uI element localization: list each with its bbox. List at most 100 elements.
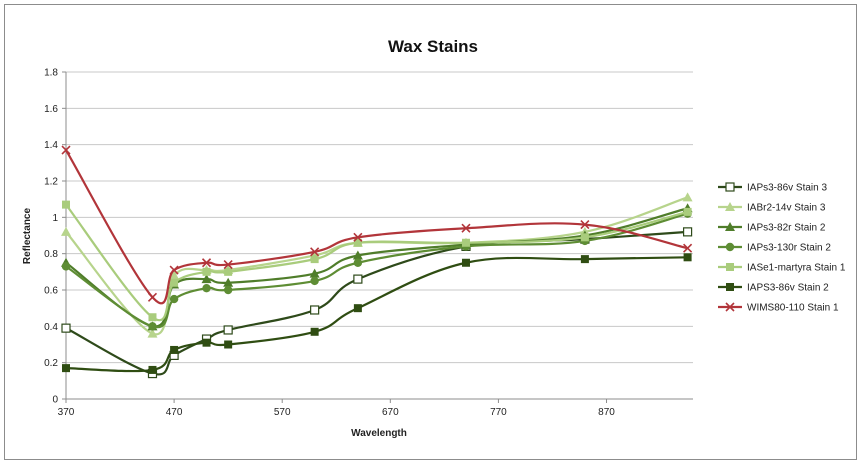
- data-point: [169, 294, 179, 304]
- legend-label: IAPs3-82r Stain 2: [747, 223, 826, 234]
- data-point: [201, 274, 212, 284]
- legend-item: IABr2-14v Stain 3: [718, 202, 826, 214]
- data-point: [682, 227, 693, 237]
- data-point: [580, 233, 589, 242]
- y-tick-label: 1.6: [44, 104, 58, 115]
- legend-item: IAPs3-86v Stain 3: [718, 182, 827, 194]
- series-line: [65, 203, 688, 322]
- data-point: [148, 322, 157, 331]
- legend-label: IASe1-martyra Stain 1: [747, 263, 846, 274]
- data-point: [310, 305, 320, 315]
- data-point: [223, 285, 233, 295]
- data-point: [170, 278, 179, 287]
- y-tick-label: 0.4: [44, 322, 58, 333]
- legend: IAPs3-86v Stain 3 IABr2-14v Stain 3 IAPs3-…: [718, 182, 846, 314]
- data-point: [353, 232, 363, 242]
- data-point: [310, 327, 319, 336]
- y-tick-label: 1.8: [44, 68, 58, 79]
- data-point: [683, 243, 693, 253]
- series-3: [61, 203, 693, 331]
- data-point: [683, 253, 692, 262]
- data-point: [461, 258, 470, 267]
- data-point: [224, 267, 233, 276]
- data-point: [169, 270, 180, 280]
- data-point: [223, 260, 233, 270]
- data-point: [310, 276, 319, 286]
- chart-title: Wax Stains: [388, 37, 478, 56]
- series-7: [61, 145, 693, 305]
- x-tick-label: 870: [598, 407, 615, 418]
- data-point: [169, 265, 179, 275]
- series-line: [65, 196, 688, 336]
- x-tick-label: 570: [274, 407, 291, 418]
- data-point: [61, 323, 71, 333]
- y-tick-label: 0.8: [44, 249, 58, 260]
- data-point: [353, 274, 363, 284]
- legend-marker: [725, 302, 735, 312]
- data-point: [353, 258, 363, 267]
- legend-marker: [725, 242, 735, 252]
- series-line: [65, 149, 688, 305]
- data-point: [147, 292, 158, 302]
- data-point: [310, 255, 319, 264]
- legend-label: WIMS80-110 Stain 1: [747, 303, 839, 314]
- y-tick-label: 0.2: [44, 358, 58, 369]
- data-point: [223, 277, 234, 287]
- legend-marker: [725, 182, 735, 192]
- legend-item: WIMS80-110 Stain 1: [718, 302, 839, 314]
- legend-marker: [726, 263, 734, 271]
- data-point: [147, 328, 158, 338]
- data-point: [309, 268, 320, 278]
- y-tick-label: 0.6: [44, 286, 58, 297]
- data-point: [61, 226, 71, 236]
- series-4: [61, 209, 692, 331]
- legend-item: IAPs3-82r Stain 2: [718, 222, 826, 234]
- series-line: [65, 256, 688, 373]
- data-point: [580, 220, 590, 230]
- data-point: [62, 364, 70, 373]
- legend-label: IAPs3-130r Stain 2: [747, 243, 831, 254]
- x-tick-label: 770: [490, 407, 507, 418]
- legend-marker: [725, 202, 735, 211]
- data-point: [61, 145, 71, 155]
- y-tick-label: 0: [52, 395, 58, 406]
- chart-frame: [4, 4, 857, 460]
- data-point: [202, 283, 211, 293]
- legend-marker: [725, 222, 735, 231]
- data-point: [148, 365, 157, 374]
- x-tick-label: 370: [58, 407, 75, 418]
- series-5: [62, 200, 692, 322]
- data-point: [352, 250, 363, 260]
- data-point: [201, 258, 212, 268]
- y-tick-label: 1: [52, 213, 58, 224]
- data-point: [580, 255, 589, 264]
- x-axis-ticks: 370 470 570 670 770 870: [58, 399, 615, 418]
- series-line: [65, 212, 688, 329]
- legend-marker: [726, 283, 734, 291]
- y-axis-ticks: 0 0.2 0.4 0.6 0.8 1 1.2 1.4 1.6 1.8: [44, 68, 66, 406]
- series-1: [61, 227, 693, 379]
- data-point: [170, 345, 179, 354]
- data-point: [148, 313, 157, 322]
- series-6: [62, 253, 692, 374]
- data-point: [224, 340, 233, 349]
- x-tick-label: 470: [166, 407, 183, 418]
- data-point: [202, 338, 211, 347]
- data-point: [223, 325, 233, 335]
- y-tick-label: 1.2: [44, 177, 58, 188]
- data-point: [62, 200, 70, 209]
- data-point: [353, 238, 362, 247]
- data-point: [61, 262, 71, 271]
- data-point: [461, 238, 470, 247]
- y-tick-label: 1.4: [44, 140, 58, 151]
- legend-label: IABr2-14v Stain 3: [747, 203, 826, 214]
- x-axis-title: Wavelength: [351, 428, 407, 439]
- data-point: [353, 304, 362, 313]
- legend-item: IAPs3-130r Stain 2: [718, 243, 831, 254]
- data-point: [461, 223, 471, 233]
- legend-item: IAPS3-86v Stain 2: [718, 283, 829, 294]
- legend-item: IASe1-martyra Stain 1: [718, 263, 846, 274]
- y-axis-title: Reflectance: [22, 207, 33, 264]
- series-layer: [61, 145, 693, 379]
- legend-label: IAPs3-86v Stain 3: [747, 183, 827, 194]
